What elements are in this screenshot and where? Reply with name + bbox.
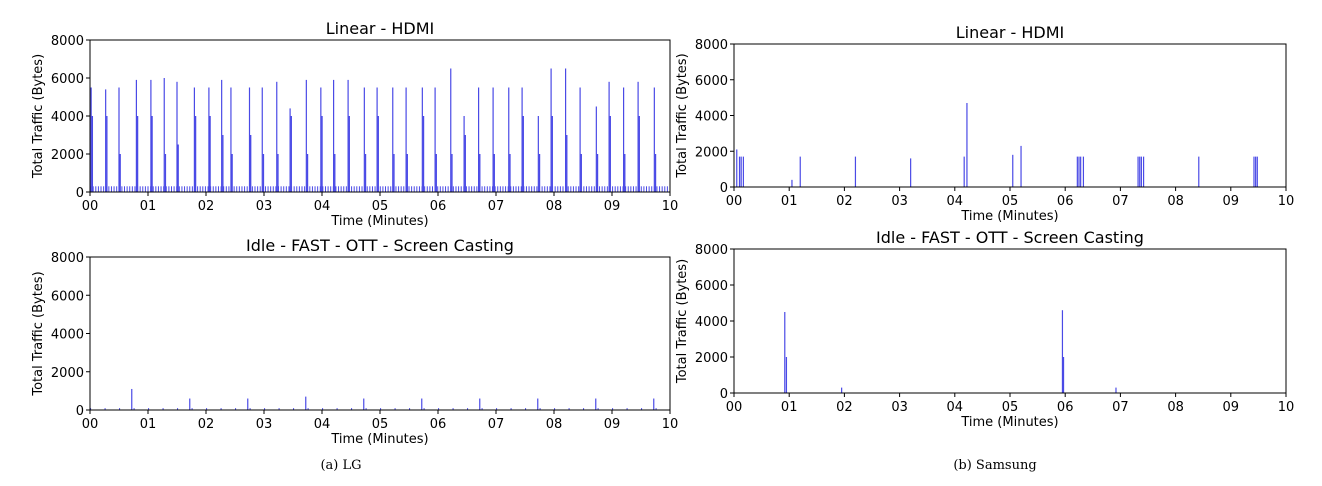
x-axis-label: Time (Minutes) — [330, 214, 428, 229]
y-tick-label: 4000 — [51, 328, 84, 343]
x-tick-label: 08 — [546, 199, 563, 214]
y-axis-label: Total Traffic (Bytes) — [31, 54, 46, 179]
y-tick-label: 0 — [720, 387, 728, 402]
x-tick-label: 01 — [140, 417, 157, 432]
x-tick-label: 05 — [1002, 194, 1019, 209]
y-tick-label: 6000 — [695, 74, 728, 89]
x-tick-label: 04 — [947, 194, 964, 209]
x-tick-label: 06 — [1057, 194, 1074, 209]
y-tick-label: 2000 — [695, 145, 728, 160]
x-tick-label: 07 — [488, 199, 505, 214]
x-tick-label: 06 — [430, 199, 447, 214]
chart-samsung-linear: 00 01 02 03 04 05 06 07 08 09 10 0 2000 4000 6000 8000 L… — [675, 23, 1294, 224]
x-tick-label: 01 — [140, 199, 157, 214]
y-tick-label: 4000 — [51, 110, 84, 125]
x-tick-label: 03 — [891, 194, 908, 209]
y-tick-label: 0 — [76, 404, 84, 419]
y-tick-label: 2000 — [695, 351, 728, 366]
x-tick-label: 07 — [1112, 400, 1129, 415]
x-tick-label: 05 — [372, 199, 389, 214]
x-tick-label: 03 — [891, 400, 908, 415]
x-tick-label: 09 — [604, 199, 621, 214]
x-tick-label: 06 — [430, 417, 447, 432]
x-tick-label: 10 — [1278, 400, 1295, 415]
y-tick-label: 8000 — [51, 34, 84, 49]
x-tick-label: 10 — [662, 199, 679, 214]
y-tick-label: 8000 — [51, 251, 84, 266]
x-tick-label: 06 — [1057, 400, 1074, 415]
x-tick-label: 02 — [836, 400, 853, 415]
y-tick-label: 6000 — [51, 72, 84, 87]
y-tick-label: 6000 — [51, 289, 84, 304]
y-axis-label: Total Traffic (Bytes) — [675, 53, 690, 178]
chart-title: Idle - FAST - OTT - Screen Casting — [876, 228, 1144, 247]
x-tick-label: 01 — [781, 400, 798, 415]
plot-frame — [733, 248, 1287, 394]
y-tick-label: 0 — [720, 181, 728, 196]
x-tick-label: 07 — [488, 417, 505, 432]
y-tick-label: 8000 — [695, 38, 728, 53]
x-tick-label: 03 — [256, 417, 273, 432]
x-tick-label: 08 — [1167, 194, 1184, 209]
x-tick-label: 02 — [198, 417, 215, 432]
chart-title: Idle - FAST - OTT - Screen Casting — [246, 236, 514, 255]
y-tick-label: 2000 — [51, 148, 84, 163]
plot-frame — [733, 43, 1287, 188]
caption-left: (a) LG — [320, 458, 361, 473]
x-tick-label: 02 — [836, 194, 853, 209]
x-tick-label: 07 — [1112, 194, 1129, 209]
y-tick-label: 0 — [76, 186, 84, 201]
chart-title: Linear - HDMI — [956, 23, 1065, 42]
y-tick-label: 6000 — [695, 279, 728, 294]
x-tick-label: 05 — [1002, 400, 1019, 415]
x-tick-label: 00 — [82, 417, 99, 432]
y-axis-label: Total Traffic (Bytes) — [31, 271, 46, 396]
x-axis-label: Time (Minutes) — [960, 209, 1058, 224]
chart-lg-linear: 00 01 02 03 04 05 06 07 08 09 10 0 2000 4000 6000 8000 L… — [31, 19, 678, 229]
x-tick-label: 00 — [726, 400, 743, 415]
y-tick-label: 2000 — [51, 366, 84, 381]
chart-lg-idle: 00 01 02 03 04 05 06 07 08 09 10 0 2000 4000 6000 8000 I… — [31, 236, 678, 447]
y-axis-label: Total Traffic (Bytes) — [675, 259, 690, 384]
x-tick-label: 01 — [781, 194, 798, 209]
chart-samsung-idle: 00 01 02 03 04 05 06 07 08 09 10 0 2000 4000 6000 8000 I… — [675, 228, 1294, 430]
x-tick-label: 00 — [726, 194, 743, 209]
x-tick-label: 04 — [947, 400, 964, 415]
x-tick-label: 02 — [198, 199, 215, 214]
y-tick-label: 8000 — [695, 243, 728, 258]
y-tick-label: 4000 — [695, 315, 728, 330]
x-tick-label: 10 — [1278, 194, 1295, 209]
x-tick-label: 00 — [82, 199, 99, 214]
x-tick-label: 09 — [1223, 194, 1240, 209]
y-tick-label: 4000 — [695, 110, 728, 125]
x-axis-label: Time (Minutes) — [960, 415, 1058, 430]
caption-right: (b) Samsung — [953, 458, 1036, 473]
x-tick-label: 05 — [372, 417, 389, 432]
x-tick-label: 04 — [314, 199, 331, 214]
x-tick-label: 08 — [546, 417, 563, 432]
x-tick-label: 09 — [1223, 400, 1240, 415]
x-tick-label: 03 — [256, 199, 273, 214]
x-axis-label: Time (Minutes) — [330, 432, 428, 447]
plot-frame — [89, 256, 671, 411]
x-tick-label: 09 — [604, 417, 621, 432]
x-tick-label: 08 — [1167, 400, 1184, 415]
x-tick-label: 10 — [662, 417, 679, 432]
chart-title: Linear - HDMI — [326, 19, 435, 38]
x-tick-label: 04 — [314, 417, 331, 432]
